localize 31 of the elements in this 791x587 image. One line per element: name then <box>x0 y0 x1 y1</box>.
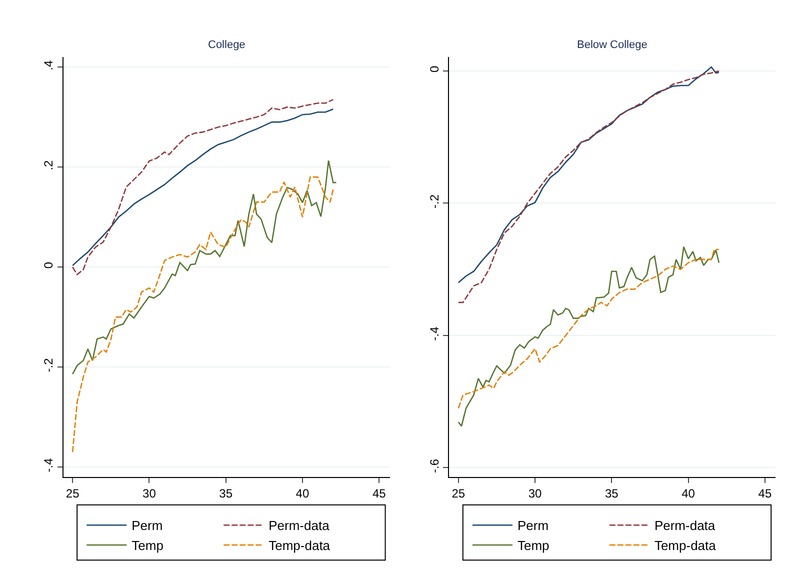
x-tick-label: 25 <box>452 486 466 500</box>
y-tick-label: .4 <box>42 60 56 70</box>
legend-label: Perm <box>517 518 549 534</box>
y-tick-label: 0 <box>427 66 442 73</box>
y-tick-label: -.2 <box>427 194 442 208</box>
legend-label: Temp <box>517 538 550 554</box>
legend-label: Temp-data <box>654 538 717 554</box>
y-tick-label: .2 <box>42 160 56 170</box>
y-tick-label: -.4 <box>427 326 442 341</box>
x-tick-label: 45 <box>372 486 386 500</box>
x-tick-label: 30 <box>528 486 542 500</box>
legend-label: Perm <box>132 518 163 534</box>
legend-label: Perm-data <box>268 518 330 534</box>
chart-title: College <box>208 39 246 51</box>
x-tick-label: 30 <box>142 486 156 500</box>
legend-label: Temp <box>132 538 164 554</box>
x-tick-label: 45 <box>758 486 772 500</box>
x-tick-label: 35 <box>219 486 233 500</box>
y-tick-label: -.6 <box>427 458 442 473</box>
x-tick-label: 25 <box>66 486 80 500</box>
y-tick-label: 0 <box>42 262 56 269</box>
x-tick-label: 40 <box>296 486 310 500</box>
legend-label: Perm-data <box>654 518 716 534</box>
chart-title: Below College <box>577 39 648 51</box>
line-series <box>72 160 337 375</box>
y-tick-label: -.4 <box>42 458 56 472</box>
x-tick-label: 40 <box>682 486 696 500</box>
y-tick-label: -.2 <box>42 358 56 372</box>
legend-label: Temp-data <box>268 538 331 554</box>
line-series <box>72 176 334 453</box>
x-tick-label: 35 <box>604 486 619 500</box>
